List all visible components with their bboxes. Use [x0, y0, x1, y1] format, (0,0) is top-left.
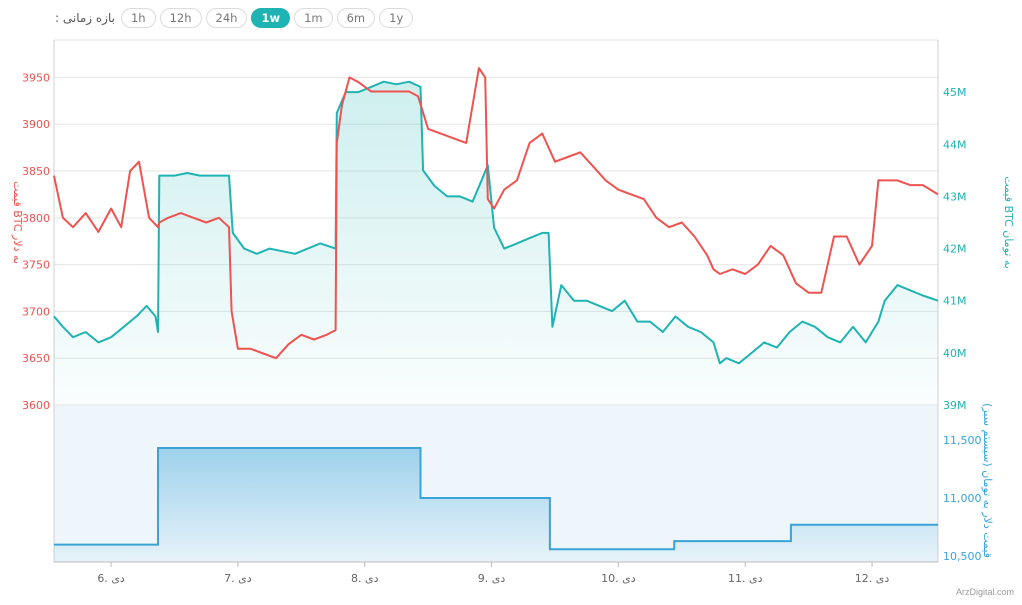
timeframe-1y-button[interactable]: 1y [379, 8, 414, 28]
right-axis-tick-label: 41M [943, 295, 967, 308]
x-axis-tick-label: 9. دی [478, 572, 506, 585]
right-axis-tick-label: 40M [943, 347, 967, 360]
btc-usd-line [53, 67, 939, 360]
rate-axis-tick-label: 10,500 [943, 550, 982, 563]
timeframe-label: بازه زمانی : [55, 11, 115, 25]
x-axis-tick-label: 6. دی [97, 572, 125, 585]
timeframe-12h-button[interactable]: 12h [159, 8, 202, 28]
left-axis-tick-label: 3650 [22, 352, 50, 365]
x-axis-tick-label: 10. دی [601, 572, 636, 585]
timeframe-toolbar: بازه زمانی : 1h 12h 24h 1w 1m 6m 1y [55, 7, 417, 29]
usd-rate-area [54, 448, 938, 562]
timeframe-1m-button[interactable]: 1m [294, 8, 333, 28]
timeframe-24h-button[interactable]: 24h [205, 8, 248, 28]
x-axis-tick-label: 11. دی [728, 572, 763, 585]
x-axis-tick-label: 8. دی [351, 572, 379, 585]
right-axis-title: قیمت BTC به تومان [1002, 176, 1015, 269]
rate-axis-tick-label: 11,500 [943, 434, 982, 447]
left-axis-tick-label: 3700 [22, 305, 50, 318]
right-axis-tick-label: 43M [943, 190, 967, 203]
right-axis-tick-label: 45M [943, 86, 967, 99]
usd-rate-line [54, 447, 938, 551]
watermark: ArzDigital.com [955, 587, 1014, 597]
timeframe-1w-button[interactable]: 1w [251, 8, 291, 28]
rate-axis-title: قیمت دلار به تومان (سیستم سبز) [981, 403, 994, 558]
x-axis-tick-label: 7. دی [224, 572, 252, 585]
left-axis-tick-label: 3600 [22, 399, 50, 412]
left-axis-tick-label: 3800 [22, 212, 50, 225]
btc-toman-area [54, 81, 938, 405]
left-axis-tick-label: 3850 [22, 165, 50, 178]
left-axis-title: قیمت BTC به دلار [11, 181, 24, 264]
rate-axis-tick-label: 11,000 [943, 492, 982, 505]
left-axis-tick-label: 3950 [22, 71, 50, 84]
left-axis-tick-label: 3750 [22, 259, 50, 272]
right-axis-tick-label: 44M [943, 138, 967, 151]
right-axis-tick-label: 39M [943, 399, 967, 412]
x-axis-tick-label: 12. دی [855, 572, 890, 585]
right-axis-tick-label: 42M [943, 243, 967, 256]
left-axis-tick-label: 3900 [22, 118, 50, 131]
timeframe-1h-button[interactable]: 1h [120, 8, 156, 28]
timeframe-6m-button[interactable]: 6m [336, 8, 376, 28]
